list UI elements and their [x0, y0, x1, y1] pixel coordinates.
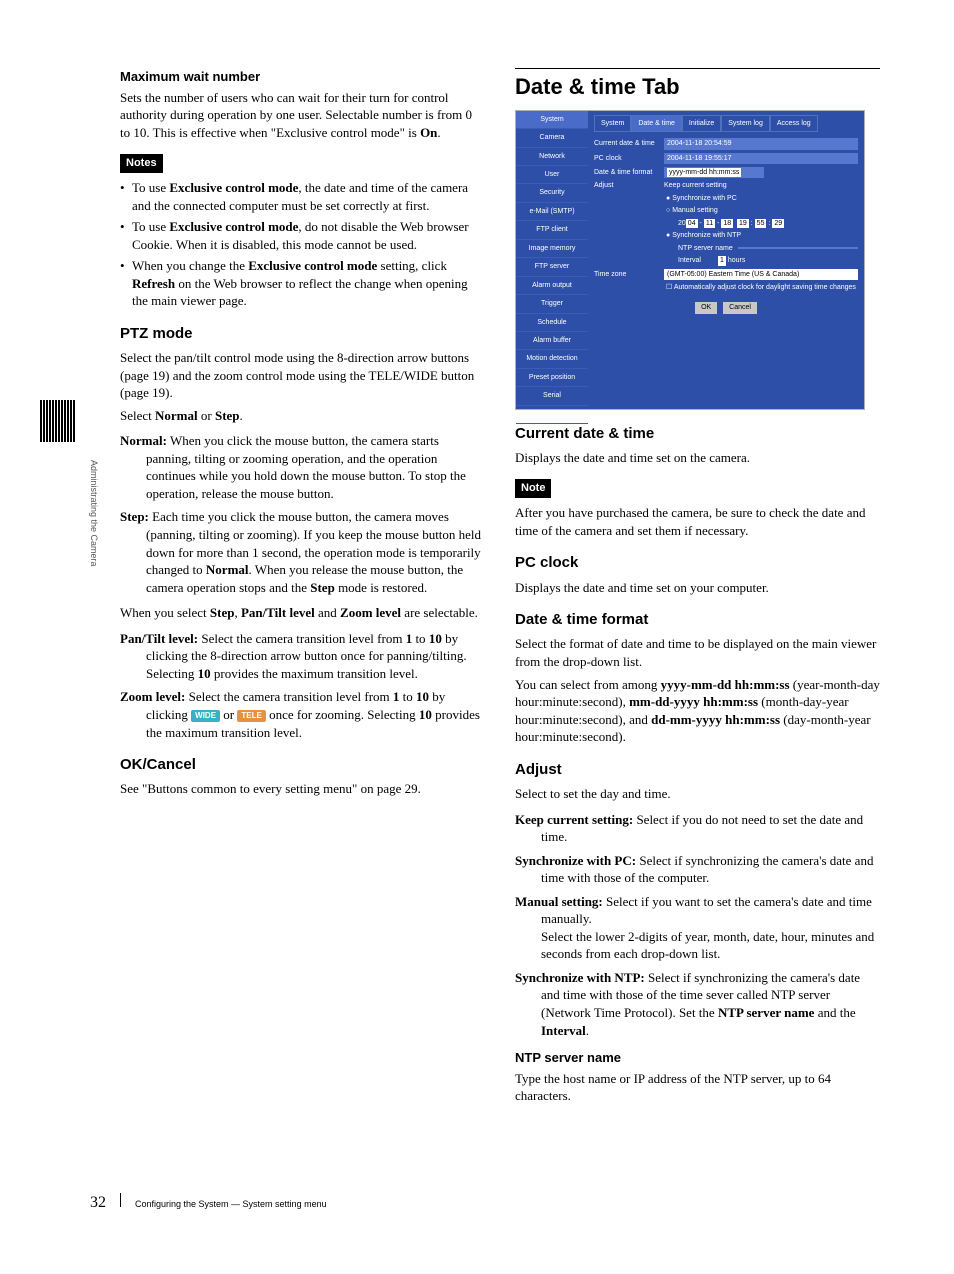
- screenshot-tab: Date & time: [631, 115, 682, 132]
- screenshot-sidebar-item: Alarm buffer: [516, 332, 588, 350]
- note-text: After you have purchased the camera, be …: [515, 504, 880, 539]
- screenshot-sidebar-item: Camera: [516, 129, 588, 147]
- note-item: To use Exclusive control mode, the date …: [120, 179, 485, 214]
- shot-manual-row: 2004 - 11 - 18 19 : 55 : 29: [594, 219, 858, 228]
- note-item: When you change the Exclusive control mo…: [120, 257, 485, 310]
- pcclock-text: Displays the date and time set on your c…: [515, 579, 880, 597]
- page-number: 32: [90, 1192, 106, 1214]
- shot-value: (GMT-05:00) Eastern Time (US & Canada): [664, 269, 858, 280]
- chapter-tab: Administrating the Camera: [40, 400, 75, 630]
- step-select-text: When you select Step, Pan/Tilt level and…: [120, 604, 485, 622]
- screenshot-sidebar-item: FTP server: [516, 258, 588, 276]
- heading-ntp-server-name: NTP server name: [515, 1049, 880, 1067]
- shot-dst: ☐ Automatically adjust clock for dayligh…: [594, 283, 858, 292]
- chapter-tab-text: Administrating the Camera: [88, 460, 100, 567]
- def-manual-setting: Manual setting: Select if you want to se…: [515, 893, 880, 963]
- def-zoom-level: Zoom level: Select the camera transition…: [120, 688, 485, 741]
- level-def-list: Pan/Tilt level: Select the camera transi…: [120, 630, 485, 741]
- notes-list: To use Exclusive control mode, the date …: [120, 179, 485, 310]
- ptz-text-1: Select the pan/tilt control mode using t…: [120, 349, 485, 402]
- screenshot-sidebar-item: Motion detection: [516, 350, 588, 368]
- screenshot-sidebar-item: Security: [516, 184, 588, 202]
- shot-button-row: OK Cancel: [594, 302, 858, 313]
- shot-value: [738, 247, 858, 249]
- screenshot-sidebar-item: Alarm output: [516, 277, 588, 295]
- screenshot-tab: System log: [721, 115, 770, 132]
- adjust-def-list: Keep current setting: Select if you do n…: [515, 811, 880, 1040]
- ok-cancel-text: See "Buttons common to every setting men…: [120, 780, 485, 798]
- screenshot-tab: Access log: [770, 115, 818, 132]
- heading-pc-clock: PC clock: [515, 553, 880, 573]
- def-sync-pc: Synchronize with PC: Select if synchroni…: [515, 852, 880, 887]
- ptz-text-2: Select Normal or Step.: [120, 407, 485, 425]
- screenshot-sidebar: SystemCameraNetworkUserSecuritye-Mail (S…: [516, 111, 588, 409]
- def-keep-current: Keep current setting: Select if you do n…: [515, 811, 880, 846]
- shot-ok-button: OK: [695, 302, 717, 313]
- screenshot-tabs: SystemDate & timeInitializeSystem logAcc…: [594, 115, 858, 132]
- ptz-def-list: Normal: When you click the mouse button,…: [120, 432, 485, 596]
- screenshot-sidebar-item: FTP client: [516, 221, 588, 239]
- heading-ok-cancel: OK/Cancel: [120, 755, 485, 775]
- shot-label: Date & time format: [594, 168, 664, 177]
- dtf-text-2: You can select from among yyyy-mm-dd hh:…: [515, 676, 880, 746]
- screenshot-sidebar-item: Serial: [516, 387, 588, 405]
- notes-tag: Notes: [120, 154, 163, 173]
- chapter-tab-bars: [40, 400, 75, 442]
- adjust-text: Select to set the day and time.: [515, 785, 880, 803]
- cdt-text: Displays the date and time set on the ca…: [515, 449, 880, 467]
- shot-label: Interval: [678, 256, 718, 265]
- heading-ptz: PTZ mode: [120, 324, 485, 344]
- heading-current-date-time: Current date & time: [515, 424, 880, 444]
- footer-text: Configuring the System — System setting …: [135, 1198, 327, 1210]
- def-pan-tilt-level: Pan/Tilt level: Select the camera transi…: [120, 630, 485, 683]
- screenshot: SystemCameraNetworkUserSecuritye-Mail (S…: [515, 110, 865, 410]
- left-column: Maximum wait number Sets the number of u…: [120, 68, 485, 1110]
- def-step: Step: Each time you click the mouse butt…: [120, 508, 485, 596]
- shot-value: yyyy-mm-dd hh:mm:ss: [664, 167, 764, 178]
- screenshot-sidebar-item: Network: [516, 148, 588, 166]
- screenshot-sidebar-item: Preset position: [516, 369, 588, 387]
- page-footer: 32 Configuring the System — System setti…: [90, 1192, 327, 1214]
- screenshot-sidebar-item: Schedule: [516, 314, 588, 332]
- shot-radio: Keep current setting: [664, 181, 858, 190]
- shot-value: 2004-11-18 19:55:17: [664, 153, 858, 164]
- max-wait-text: Sets the number of users who can wait fo…: [120, 89, 485, 142]
- screenshot-sidebar-item: Image memory: [516, 240, 588, 258]
- screenshot-main: SystemDate & timeInitializeSystem logAcc…: [588, 111, 864, 409]
- heading-max-wait: Maximum wait number: [120, 68, 485, 86]
- screenshot-sidebar-item: User: [516, 166, 588, 184]
- heading-dtf: Date & time format: [515, 610, 880, 630]
- shot-label: Adjust: [594, 181, 664, 190]
- def-normal: Normal: When you click the mouse button,…: [120, 432, 485, 502]
- heading-adjust: Adjust: [515, 760, 880, 780]
- shot-radio: Manual setting: [594, 206, 858, 215]
- screenshot-sidebar-item: Trigger: [516, 295, 588, 313]
- shot-cancel-button: Cancel: [723, 302, 757, 313]
- screenshot-sidebar-item: System: [516, 111, 588, 129]
- def-sync-ntp: Synchronize with NTP: Select if synchron…: [515, 969, 880, 1039]
- footer-divider: [120, 1193, 121, 1207]
- screenshot-sidebar-item: e-Mail (SMTP): [516, 203, 588, 221]
- screenshot-tab: System: [594, 115, 631, 132]
- right-column: Date & time Tab SystemCameraNetworkUserS…: [515, 68, 880, 1110]
- note-item: To use Exclusive control mode, do not di…: [120, 218, 485, 253]
- shot-label: NTP server name: [678, 244, 738, 253]
- note-tag: Note: [515, 479, 551, 498]
- shot-radio: Synchronize with PC: [594, 194, 858, 203]
- shot-radio: Synchronize with NTP: [594, 231, 858, 240]
- shot-value: 1: [718, 256, 726, 265]
- dtf-text-1: Select the format of date and time to be…: [515, 635, 880, 670]
- heading-date-time-tab: Date & time Tab: [515, 68, 880, 102]
- shot-value: 2004-11-18 20:54:59: [664, 138, 858, 149]
- tele-icon: TELE: [237, 710, 265, 722]
- screenshot-tab: Initialize: [682, 115, 721, 132]
- shot-label: PC clock: [594, 154, 664, 163]
- shot-label: Current date & time: [594, 139, 664, 148]
- wide-icon: WIDE: [191, 710, 220, 722]
- shot-label: Time zone: [594, 270, 664, 279]
- shot-label: hours: [728, 256, 746, 265]
- ntpsn-text: Type the host name or IP address of the …: [515, 1070, 880, 1105]
- screenshot-sidebar-item: DDNS: [516, 406, 588, 424]
